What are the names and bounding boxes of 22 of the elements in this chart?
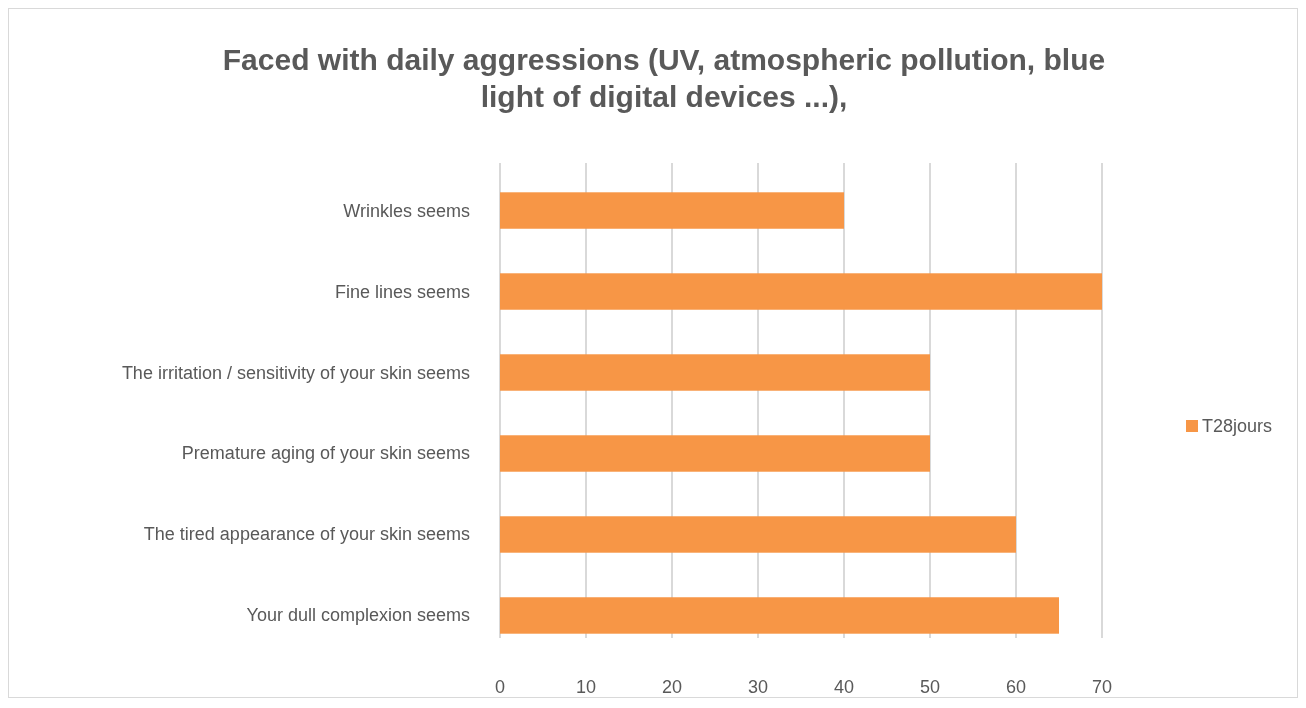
y-tick-label: Wrinkles seems xyxy=(343,200,470,221)
x-tick-label: 20 xyxy=(661,677,683,697)
y-tick-label: The tired appearance of your skin seems xyxy=(143,524,470,545)
y-tick-label: The irritation / sensitivity of your skin seems xyxy=(121,362,470,383)
bar xyxy=(500,192,844,229)
x-tick-label: 70 xyxy=(1091,677,1113,697)
x-tick-label: 10 xyxy=(575,677,597,697)
chart-title: Faced with daily aggressions (UV, atmospheric pollution, blue light of digital devices ...), xyxy=(222,43,1106,113)
y-tick-label: Fine lines seems xyxy=(334,281,470,302)
x-tick-label: 60 xyxy=(1005,677,1027,697)
x-tick-label: 0 xyxy=(494,677,506,697)
x-tick-label: 50 xyxy=(919,677,941,697)
bar xyxy=(500,435,930,472)
bar xyxy=(500,273,1102,310)
x-tick-label: 30 xyxy=(747,677,769,697)
bar xyxy=(500,516,1016,553)
x-tick-label: 40 xyxy=(833,677,855,697)
bar xyxy=(500,354,930,391)
legend-label: T28jours xyxy=(1202,416,1273,436)
bar xyxy=(500,597,1059,634)
y-tick-label: Premature aging of your skin seems xyxy=(181,443,470,464)
y-tick-label: Your dull complexion seems xyxy=(246,605,470,626)
